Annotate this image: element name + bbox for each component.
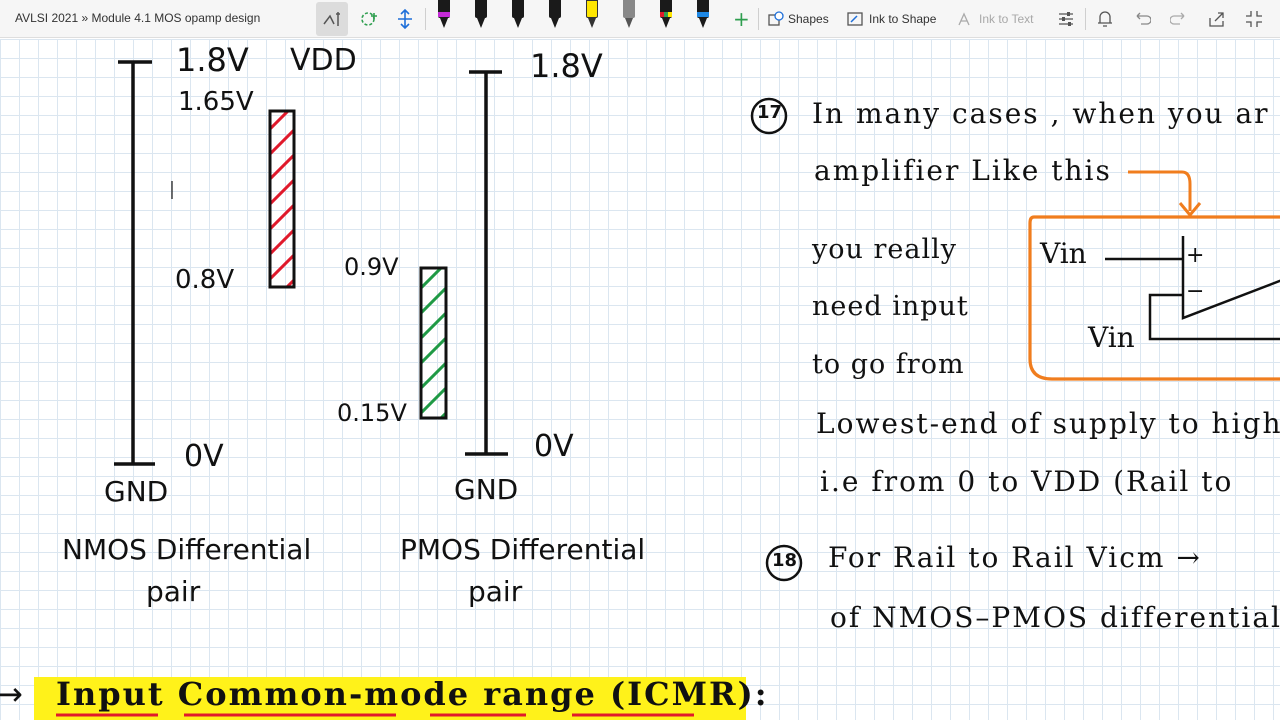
vin-plus-label: Vin [1040,237,1087,270]
point18-number: 18 [772,550,798,571]
pmos-icmr-bar [419,266,448,420]
add-pen-icon[interactable]: + [733,7,750,31]
fullscreen-exit-icon[interactable] [1244,9,1264,29]
nmos-top-voltage: 1.8V [176,41,249,79]
pmos-ground-label: GND [454,473,519,506]
nmos-caption-pair: pair [146,575,201,608]
breadcrumb-title: AVLSI 2021 » Module 4.1 MOS opamp design [15,11,261,25]
point17-line2: amplifier Like this [814,154,1112,187]
pmos-voltage-scale [465,70,508,456]
nmos-caption: NMOS Differential [62,533,312,566]
add-space-icon[interactable] [359,9,379,29]
nmos-icmr-bar [268,109,296,289]
point17-circle [750,97,788,135]
undo-icon[interactable] [1133,10,1151,28]
pmos-bottom-voltage: 0V [534,429,574,464]
icmr-heading: Input Common-mode range (ICMR): [56,675,769,713]
point17-line4: need input [812,291,969,322]
nmos-voltage-scale [114,60,173,466]
vdd-label: VDD [290,43,357,78]
orange-pointer-arrow [1128,170,1192,211]
heading-arrow: → [0,675,23,713]
ink-drawing [34,60,1280,720]
nmos-bottom-voltage: 0V [184,439,224,474]
pen-tool-blue[interactable] [695,0,711,32]
pen-tool-1[interactable] [436,0,452,32]
nmos-lower-limit: 0.8V [175,265,235,295]
vin-minus-label: Vin [1088,321,1135,354]
pen-tool-gray[interactable] [621,0,637,32]
share-icon[interactable] [1207,9,1227,29]
opamp-plus-sign: + [1186,243,1205,268]
point17-number: 17 [757,102,783,123]
highlighter-yellow[interactable] [584,0,600,32]
point18-line1: For Rail to Rail Vicm → [828,541,1202,574]
point17-line5: to go from [812,349,965,380]
point17-line6: Lowest-end of supply to higher [816,407,1280,440]
pmos-upper-limit: 0.9V [344,253,399,281]
redo-icon[interactable] [1170,10,1188,28]
lasso-select-icon [323,12,340,26]
pmos-lower-limit: 0.15V [337,399,407,427]
pmos-top-voltage: 1.8V [530,47,603,85]
toolbar-separator [1085,8,1086,30]
point17-line3: you really [812,234,957,265]
shapes-button[interactable]: Shapes [768,6,829,32]
pen-tool-2[interactable] [473,0,489,32]
opamp-symbol [1105,236,1280,341]
ink-to-text-button[interactable]: Ink to Text [957,6,1033,32]
opamp-highlight-box [1028,215,1280,381]
shapes-icon [768,11,784,26]
settings-sliders-icon[interactable] [1057,10,1075,28]
notification-bell-icon[interactable] [1096,9,1114,29]
point17-line1: In many cases , when you ar [812,97,1270,130]
point17-line7: i.e from 0 to VDD (Rail to [820,465,1234,498]
notebook-canvas[interactable]: 1.8V VDD 1.65V 0.8V 0V GND NMOS Differen… [0,39,1280,720]
nmos-upper-limit: 1.65V [178,87,254,117]
point18-circle [765,544,803,582]
insert-space-icon[interactable] [396,8,414,30]
ink-to-text-icon [958,12,970,26]
ribbon-toolbar: AVLSI 2021 » Module 4.1 MOS opamp design… [0,0,1280,38]
nmos-ground-label: GND [104,475,169,508]
pen-tool-green[interactable] [658,0,674,32]
point18-line2: of NMOS–PMOS differential [830,601,1280,634]
pen-tool-4[interactable] [547,0,563,32]
ink-to-shape-button[interactable]: Ink to Shape [847,6,936,32]
toolbar-separator [758,8,759,30]
pen-tool-3[interactable] [510,0,526,32]
opamp-minus-sign: − [1186,279,1205,304]
pmos-caption-pair: pair [468,575,523,608]
ink-to-shape-icon [847,12,863,26]
pmos-caption: PMOS Differential [400,533,646,566]
heading-highlight [34,677,746,720]
toolbar-separator [425,8,426,30]
